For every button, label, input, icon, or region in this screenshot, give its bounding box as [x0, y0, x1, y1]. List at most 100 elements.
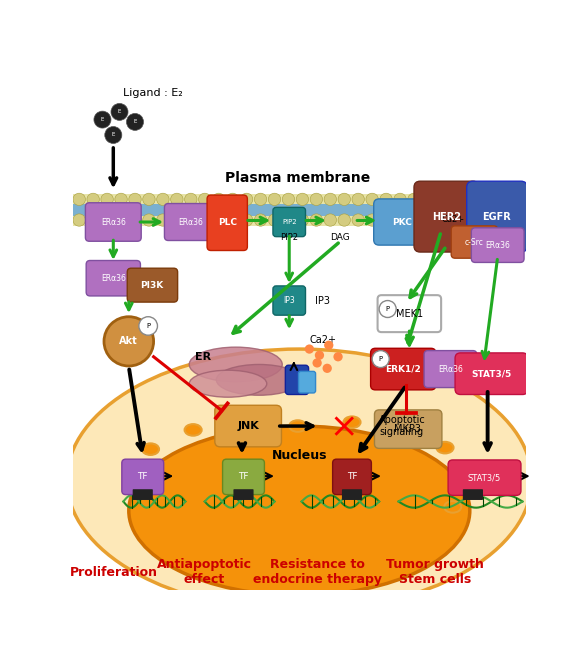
Ellipse shape: [282, 214, 295, 226]
Text: MKP3: MKP3: [394, 424, 421, 434]
Ellipse shape: [227, 214, 239, 226]
Ellipse shape: [380, 214, 392, 226]
Ellipse shape: [171, 193, 183, 206]
Ellipse shape: [352, 193, 364, 206]
Text: EGFR: EGFR: [482, 211, 512, 221]
Ellipse shape: [296, 214, 308, 226]
Text: P: P: [385, 306, 390, 312]
FancyBboxPatch shape: [455, 353, 528, 394]
Ellipse shape: [115, 193, 127, 206]
Text: Apoptotic
signaling: Apoptotic signaling: [379, 415, 426, 437]
FancyBboxPatch shape: [414, 181, 479, 252]
Text: PLC: PLC: [218, 218, 237, 227]
Ellipse shape: [268, 214, 281, 226]
Text: TF: TF: [137, 472, 148, 481]
Circle shape: [315, 351, 324, 360]
Text: ERK1/2: ERK1/2: [385, 365, 421, 373]
Circle shape: [333, 352, 343, 361]
Text: ERα36: ERα36: [101, 217, 126, 227]
Ellipse shape: [67, 349, 532, 611]
Text: ER: ER: [195, 352, 211, 362]
Ellipse shape: [310, 193, 322, 206]
FancyBboxPatch shape: [207, 195, 248, 251]
Circle shape: [322, 364, 332, 373]
Text: Plasma membrane: Plasma membrane: [225, 171, 370, 185]
Ellipse shape: [366, 214, 378, 226]
Ellipse shape: [324, 193, 336, 206]
FancyBboxPatch shape: [471, 228, 524, 263]
FancyBboxPatch shape: [424, 351, 477, 388]
Text: Proliferation: Proliferation: [69, 566, 158, 579]
Ellipse shape: [189, 347, 282, 382]
Ellipse shape: [492, 193, 504, 206]
Text: HER2: HER2: [432, 211, 461, 221]
Text: Antiapoptotic
effect: Antiapoptotic effect: [157, 558, 252, 586]
Ellipse shape: [394, 193, 406, 206]
FancyBboxPatch shape: [342, 489, 362, 500]
Ellipse shape: [444, 501, 461, 512]
Text: TF: TF: [347, 472, 357, 481]
Ellipse shape: [289, 420, 306, 432]
FancyBboxPatch shape: [127, 269, 178, 302]
Text: Ligand : E₂: Ligand : E₂: [123, 88, 183, 98]
Text: E: E: [101, 117, 104, 122]
Text: TF: TF: [238, 472, 249, 481]
Circle shape: [111, 103, 128, 121]
Ellipse shape: [324, 214, 336, 226]
Text: P: P: [146, 323, 150, 329]
FancyBboxPatch shape: [448, 460, 521, 495]
Ellipse shape: [343, 416, 360, 428]
Bar: [73, 204, 526, 215]
FancyBboxPatch shape: [223, 459, 265, 495]
Text: ERα36: ERα36: [438, 365, 463, 373]
Ellipse shape: [450, 193, 462, 206]
Text: MEK1: MEK1: [396, 309, 423, 319]
Ellipse shape: [282, 193, 295, 206]
Text: ERα36: ERα36: [178, 217, 203, 227]
Ellipse shape: [142, 214, 155, 226]
Circle shape: [94, 111, 111, 128]
Ellipse shape: [450, 214, 462, 226]
Text: Nucleus: Nucleus: [272, 449, 327, 462]
Ellipse shape: [129, 426, 470, 595]
Ellipse shape: [408, 193, 420, 206]
Text: DAG: DAG: [331, 233, 350, 242]
Ellipse shape: [255, 193, 267, 206]
FancyBboxPatch shape: [374, 199, 429, 245]
Circle shape: [139, 317, 158, 335]
Ellipse shape: [268, 193, 281, 206]
FancyBboxPatch shape: [286, 365, 308, 394]
Ellipse shape: [101, 214, 113, 226]
Ellipse shape: [171, 214, 183, 226]
Circle shape: [324, 341, 333, 350]
Text: PKC: PKC: [392, 217, 412, 227]
FancyBboxPatch shape: [374, 410, 442, 448]
Ellipse shape: [380, 193, 392, 206]
Ellipse shape: [505, 193, 518, 206]
Text: IP3: IP3: [283, 296, 295, 305]
Text: STAT3/5: STAT3/5: [471, 369, 512, 378]
Ellipse shape: [199, 214, 211, 226]
Text: ERα36: ERα36: [101, 274, 126, 282]
Ellipse shape: [255, 214, 267, 226]
Text: Ca2+: Ca2+: [309, 335, 336, 345]
Ellipse shape: [478, 214, 490, 226]
FancyBboxPatch shape: [165, 204, 217, 241]
FancyBboxPatch shape: [234, 489, 253, 500]
Circle shape: [372, 351, 389, 367]
Ellipse shape: [185, 424, 201, 436]
Bar: [73, 194, 526, 226]
Ellipse shape: [310, 214, 322, 226]
Ellipse shape: [213, 193, 225, 206]
Ellipse shape: [478, 193, 490, 206]
Ellipse shape: [227, 193, 239, 206]
Ellipse shape: [452, 470, 469, 482]
Ellipse shape: [352, 214, 364, 226]
Ellipse shape: [464, 214, 476, 226]
Ellipse shape: [366, 193, 378, 206]
Ellipse shape: [87, 214, 99, 226]
Ellipse shape: [422, 214, 434, 226]
FancyBboxPatch shape: [333, 459, 371, 495]
Ellipse shape: [408, 214, 420, 226]
Circle shape: [426, 209, 448, 231]
